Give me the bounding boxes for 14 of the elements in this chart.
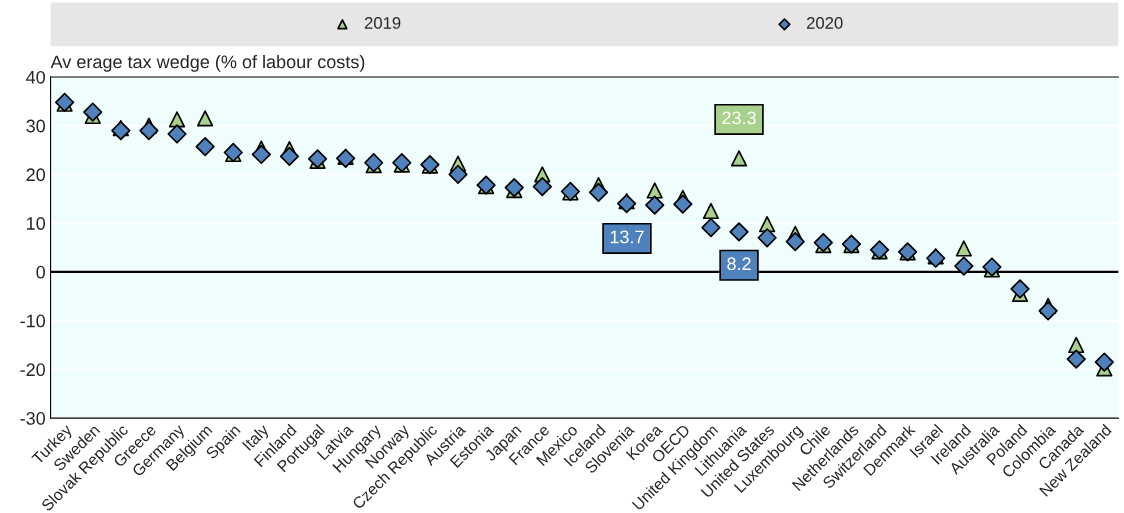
- y-tick-label: 10: [27, 217, 46, 230]
- y-tick-label: 0: [36, 265, 46, 279]
- y-tick-label: 40: [26, 70, 46, 84]
- legend-label: 2020: [806, 17, 843, 29]
- y-tick-label: 20: [26, 168, 46, 182]
- y-tick-label: -20: [20, 363, 46, 377]
- y-tick-label: 30: [26, 119, 46, 133]
- y-axis-title: Av erage tax wedge (% of labour costs): [50, 54, 365, 72]
- legend-label: 2019: [364, 17, 401, 29]
- y-tick-label: -10: [20, 314, 46, 328]
- data-label: 13.7: [610, 230, 644, 244]
- data-label: 8.2: [727, 257, 751, 271]
- y-tick-label: -30: [20, 412, 46, 425]
- data-label: 23.3: [722, 111, 756, 125]
